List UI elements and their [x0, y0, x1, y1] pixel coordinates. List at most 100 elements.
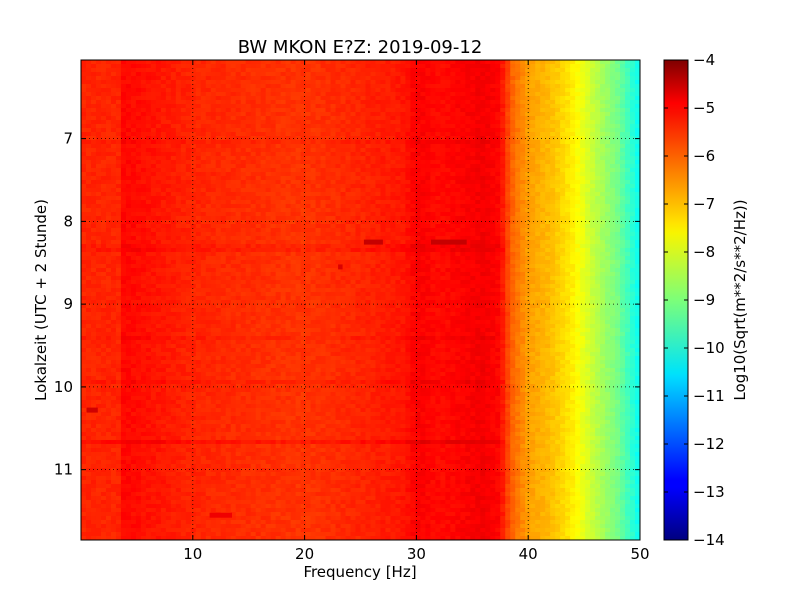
heatmap-cell: [460, 152, 466, 157]
heatmap-cell: [85, 188, 92, 193]
heatmap-cell: [500, 228, 506, 233]
heatmap-cell: [310, 236, 317, 241]
heatmap-cell: [160, 204, 167, 209]
heatmap-cell: [540, 64, 546, 69]
heatmap-cell: [520, 72, 526, 77]
heatmap-cell: [300, 88, 307, 93]
heatmap-cell: [255, 84, 262, 89]
heatmap-cell: [400, 188, 407, 193]
heatmap-cell: [420, 228, 426, 233]
heatmap-cell: [545, 140, 551, 145]
heatmap-cell: [225, 100, 232, 105]
heatmap-cell: [210, 120, 217, 125]
heatmap-cell: [600, 112, 606, 117]
heatmap-cell: [310, 220, 317, 225]
heatmap-cell: [430, 80, 436, 85]
heatmap-cell: [355, 160, 362, 165]
heatmap-cell: [355, 96, 362, 101]
heatmap-cell: [95, 148, 102, 153]
heatmap-cell: [415, 116, 421, 121]
heatmap-cell: [190, 228, 197, 233]
heatmap-cell: [140, 204, 147, 209]
heatmap-cell: [335, 164, 342, 169]
heatmap-cell: [420, 180, 426, 185]
heatmap-cell: [585, 188, 591, 193]
heatmap-cell: [145, 124, 152, 129]
heatmap-cell: [420, 232, 426, 237]
heatmap-cell: [495, 188, 501, 193]
heatmap-cell: [295, 192, 302, 197]
heatmap-cell: [215, 156, 222, 161]
heatmap-cell: [500, 80, 506, 85]
heatmap-cell: [160, 188, 167, 193]
heatmap-cell: [390, 104, 397, 109]
heatmap-cell: [320, 76, 327, 81]
heatmap-cell: [340, 60, 347, 65]
heatmap-cell: [420, 160, 426, 165]
heatmap-cell: [435, 124, 441, 129]
heatmap-cell: [550, 60, 556, 65]
heatmap-cell: [165, 68, 172, 73]
heatmap-cell: [365, 168, 372, 173]
heatmap-cell: [220, 140, 227, 145]
heatmap-cell: [335, 176, 342, 181]
heatmap-cell: [245, 176, 252, 181]
heatmap-cell: [235, 208, 242, 213]
heatmap-cell: [465, 120, 471, 125]
heatmap-cell: [240, 140, 247, 145]
heatmap-cell: [400, 68, 407, 73]
heatmap-cell: [545, 72, 551, 77]
heatmap-cell: [365, 116, 372, 121]
heatmap-cell: [105, 88, 112, 93]
heatmap-cell: [95, 108, 102, 113]
heatmap-cell: [305, 184, 312, 189]
heatmap-cell: [440, 108, 446, 113]
heatmap-cell: [340, 96, 347, 101]
heatmap-cell: [265, 96, 272, 101]
heatmap-cell: [365, 196, 372, 201]
heatmap-cell: [510, 164, 516, 169]
heatmap-cell: [445, 140, 451, 145]
heatmap-cell: [595, 68, 601, 73]
heatmap-cell: [140, 104, 147, 109]
heatmap-cell: [495, 132, 501, 137]
heatmap-cell: [195, 172, 202, 177]
heatmap-cell: [615, 68, 621, 73]
heatmap-cell: [285, 188, 292, 193]
heatmap-cell: [370, 232, 377, 237]
heatmap-cell: [430, 68, 436, 73]
heatmap-cell: [165, 160, 172, 165]
heatmap-cell: [230, 144, 237, 149]
heatmap-cell: [505, 140, 511, 145]
heatmap-cell: [475, 160, 481, 165]
heatmap-cell: [380, 164, 387, 169]
heatmap-cell: [325, 168, 332, 173]
heatmap-cell: [170, 208, 177, 213]
heatmap-cell: [430, 112, 436, 117]
heatmap-cell: [95, 236, 102, 241]
heatmap-cell: [470, 192, 476, 197]
heatmap-cell: [375, 172, 382, 177]
heatmap-cell: [295, 80, 302, 85]
heatmap-cell: [540, 196, 546, 201]
heatmap-cell: [275, 152, 282, 157]
heatmap-cell: [430, 224, 436, 229]
heatmap-cell: [160, 196, 167, 201]
heatmap-cell: [590, 208, 596, 213]
heatmap-cell: [320, 64, 327, 69]
heatmap-cell: [295, 236, 302, 241]
heatmap-cell: [435, 76, 441, 81]
heatmap-cell: [420, 168, 426, 173]
heatmap-cell: [335, 180, 342, 185]
heatmap-cell: [195, 196, 202, 201]
heatmap-cell: [185, 172, 192, 177]
heatmap-cell: [580, 232, 586, 237]
heatmap-cell: [550, 92, 556, 97]
heatmap-cell: [90, 100, 97, 105]
heatmap-cell: [235, 204, 242, 209]
heatmap-cell: [245, 156, 252, 161]
heatmap-cell: [255, 192, 262, 197]
heatmap-cell: [195, 96, 202, 101]
heatmap-cell: [390, 180, 397, 185]
heatmap-cell: [305, 152, 312, 157]
